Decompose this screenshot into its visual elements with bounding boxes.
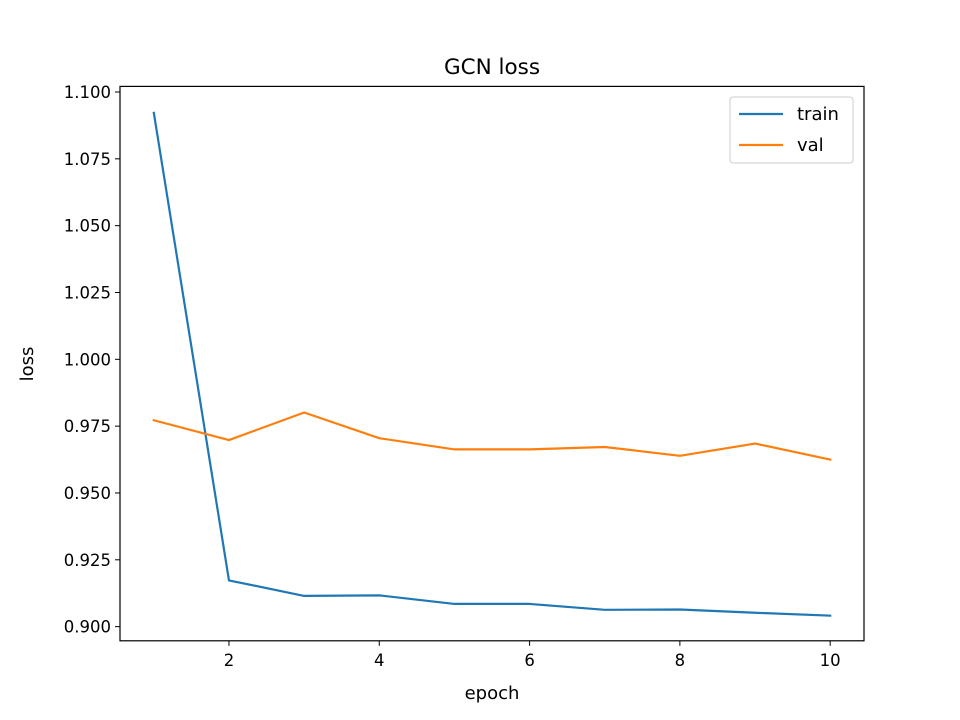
y-tick-label: 0.925 (64, 551, 111, 570)
x-tick-label: 4 (374, 651, 385, 670)
x-axis-ticks: 2 4 6 8 10 (224, 640, 841, 670)
x-tick-label: 6 (524, 651, 535, 670)
y-tick-label: 1.025 (64, 283, 111, 302)
legend-val-label: val (797, 135, 824, 156)
chart-title: GCN loss (444, 55, 540, 80)
legend: train val (729, 96, 854, 164)
y-tick-label: 0.950 (64, 484, 111, 503)
y-tick-label: 1.050 (64, 217, 111, 236)
legend-train-label: train (797, 104, 839, 125)
series-line-train (152, 111, 832, 617)
x-tick-label: 2 (224, 651, 235, 670)
y-axis-ticks: 0.900 0.925 0.950 0.975 1.000 1.025 1.050 1.075… (64, 83, 120, 637)
axes-frame (119, 85, 865, 642)
y-tick-label: 1.100 (64, 83, 111, 102)
y-axis-label: loss (17, 347, 38, 382)
y-tick-label: 0.975 (64, 417, 111, 436)
x-tick-label: 8 (675, 651, 686, 670)
series-line-val (152, 411, 832, 461)
y-tick-label: 1.000 (64, 350, 111, 369)
x-tick-label: 10 (820, 651, 841, 670)
y-tick-label: 1.075 (64, 150, 111, 169)
y-tick-label: 0.900 (64, 618, 111, 637)
x-axis-label: epoch (465, 683, 520, 704)
plot-area (152, 111, 832, 617)
